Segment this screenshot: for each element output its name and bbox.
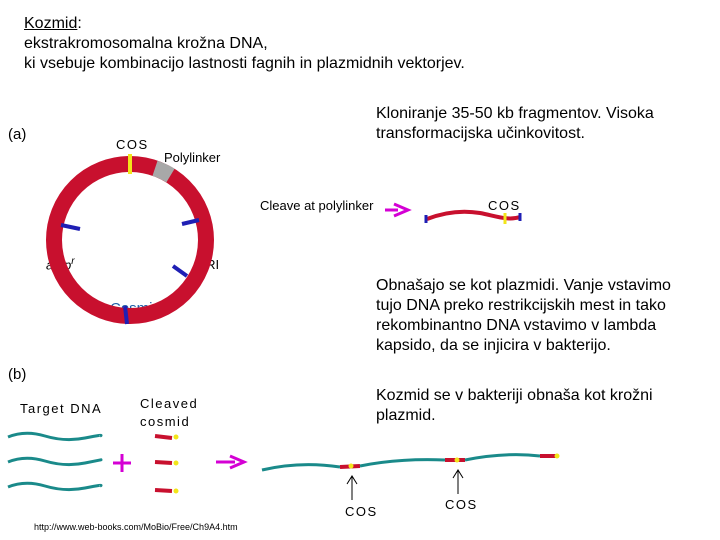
polylinker-label: Polylinker	[164, 150, 221, 165]
chain-dna-2	[359, 458, 446, 468]
note-circular-line-1: Kozmid se v bakteriji obnaša kot krožni	[376, 387, 653, 404]
cleaved-cos-3	[173, 488, 179, 494]
target-strand-3	[7, 481, 103, 492]
cosmid-ring	[46, 156, 214, 324]
cleaved-cosmids	[154, 434, 179, 494]
note-behavior-line-4: kapsido, da se injicira v bakterijo.	[376, 337, 611, 354]
cleaved-line-2: cosmid	[140, 414, 191, 429]
note-cloning-line-1: Kloniranje 35-50 kb fragmentov. Visoka	[376, 105, 654, 122]
header-term: Kozmid	[24, 15, 78, 32]
target-strand-2	[7, 456, 103, 467]
ring-site-ori	[171, 264, 189, 278]
cleaved-cos-2	[173, 460, 179, 466]
header-title-line: Kozmid:	[24, 14, 465, 34]
ring-site-right	[181, 218, 200, 226]
cleave-label: Cleave at polylinker	[260, 198, 374, 213]
cleaved-piece-3	[154, 488, 173, 493]
header-line-2: ekstrakromosomalna krožna DNA,	[24, 35, 268, 52]
panel-a-label: (a)	[8, 126, 27, 143]
chain-dna-3	[464, 453, 541, 462]
cos-label-bottom-right: COS	[445, 497, 478, 512]
recombinant-chain	[261, 453, 560, 472]
linear-cosmid	[426, 209, 521, 221]
target-dna-label: Target DNA	[20, 401, 103, 416]
ring-site-bottom	[123, 305, 129, 325]
header: Kozmid: ekstrakromosomalna krožna DNA, k…	[24, 14, 465, 74]
cleaved-piece-2	[154, 460, 173, 465]
note-circular: Kozmid se v bakteriji obnaša kot krožni …	[376, 386, 653, 426]
cleaved-piece-1	[154, 434, 173, 440]
arrow-a-head	[393, 202, 412, 218]
source-url: http://www.web-books.com/MoBio/Free/Ch9A…	[34, 522, 238, 532]
cos-pointers	[346, 469, 464, 500]
polylinker-segment	[152, 160, 175, 183]
note-circular-line-2: plazmid.	[376, 407, 436, 424]
cosmid-ring-group	[46, 154, 214, 325]
panel-b-label: (b)	[8, 366, 27, 383]
chain-cos-3	[554, 453, 560, 459]
cleaved-cos-1	[173, 434, 179, 440]
pointer-right-head	[452, 469, 464, 479]
note-behavior-line-3: rekombinantno DNA vstavimo v lambda	[376, 317, 657, 334]
note-behavior-line-2: tujo DNA preko restrikcijskih mest in ta…	[376, 297, 666, 314]
cos-label-linear: COS	[488, 198, 521, 213]
chain-dna-1	[261, 463, 341, 472]
header-line-3: ki vsebuje kombinacijo lastnosti fagnih …	[24, 55, 465, 72]
note-cloning-line-2: transformacijska učinkovitost.	[376, 125, 585, 142]
cleaved-line-1: Cleaved	[140, 396, 199, 411]
note-behavior-line-1: Obnašajo se kot plazmidi. Vanje vstavimo	[376, 277, 671, 294]
chain-cos-2	[454, 457, 460, 463]
cleaved-cosmid-label: Cleaved cosmid	[140, 395, 198, 431]
ring-site-left	[60, 223, 81, 231]
target-dna-strands	[7, 431, 103, 492]
header-colon: :	[77, 15, 82, 32]
cos-label-ring: COS	[116, 137, 149, 152]
cos-label-bottom-left: COS	[345, 504, 378, 519]
pointer-left-head	[346, 475, 358, 485]
amp-superscript: r	[71, 256, 75, 267]
note-behavior: Obnašajo se kot plazmidi. Vanje vstavimo…	[376, 276, 671, 356]
note-cloning: Kloniranje 35-50 kb fragmentov. Visoka t…	[376, 104, 654, 144]
arrow-b-head	[229, 454, 248, 470]
chain-cos-1	[348, 463, 354, 469]
target-strand-1	[7, 431, 103, 442]
